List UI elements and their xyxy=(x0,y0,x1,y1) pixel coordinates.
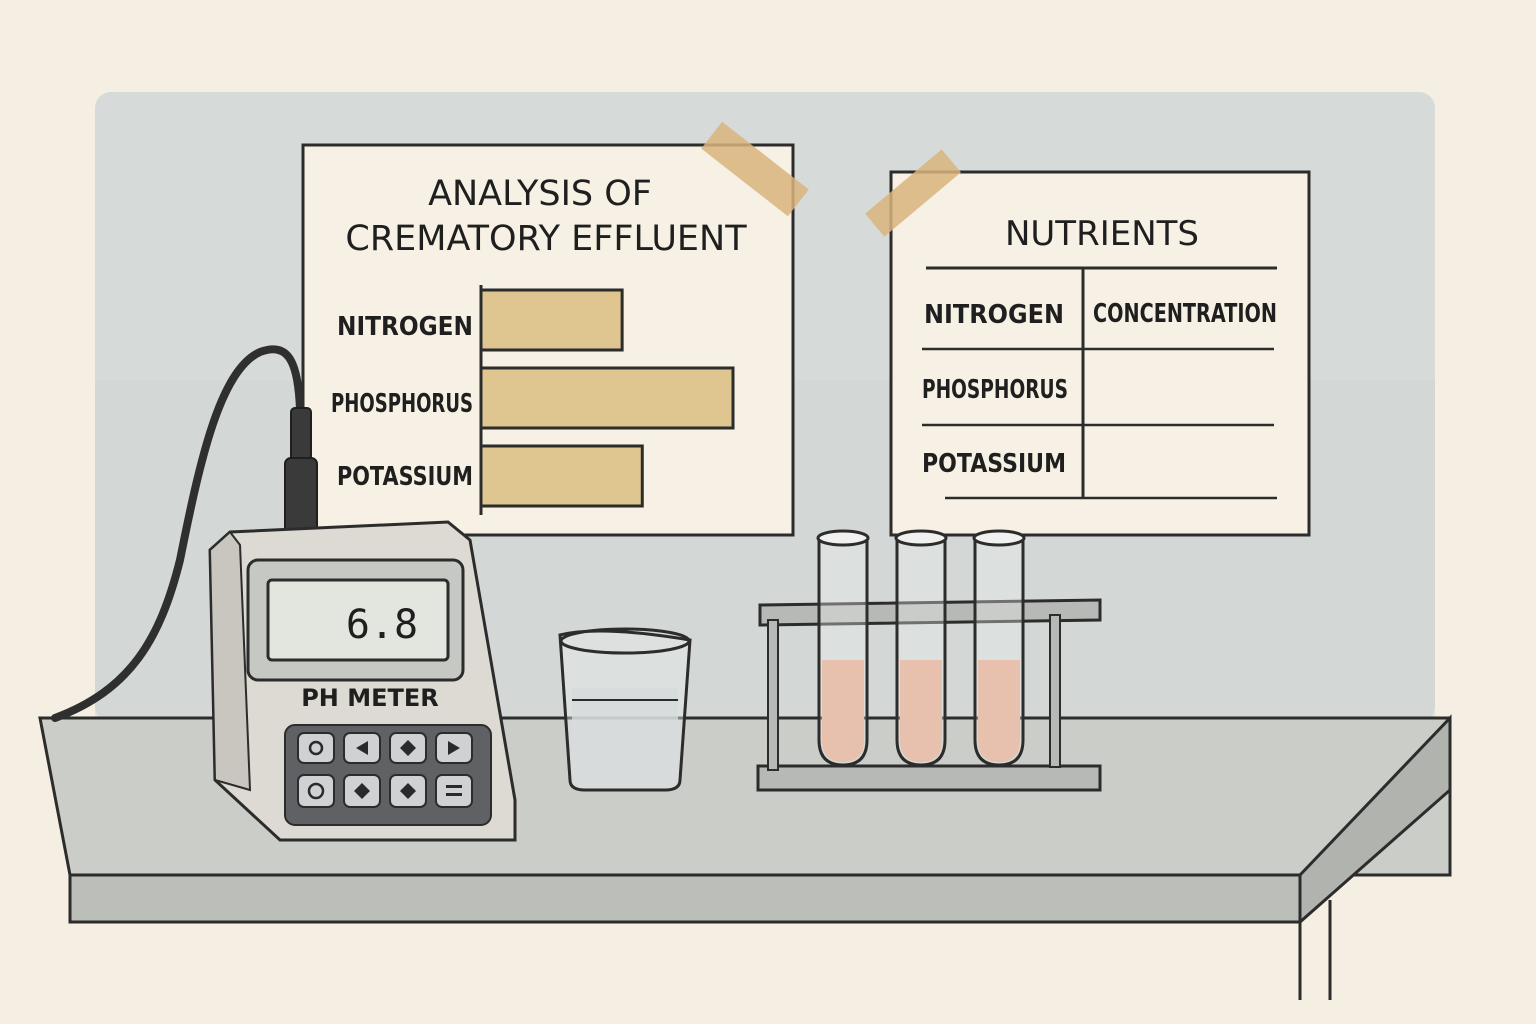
diamond-icon xyxy=(400,740,416,756)
test-tube-rack xyxy=(756,529,1102,792)
power-key[interactable] xyxy=(297,732,335,764)
table-header-concentration: CONCENTRATION xyxy=(1093,299,1277,329)
test-tube xyxy=(816,529,870,767)
poster-title-line2: CREMATORY EFFLUENT xyxy=(345,219,747,259)
analysis-poster: ANALYSIS OF CREMATORY EFFLUENT NITROGEN P… xyxy=(301,121,809,537)
cycle-key[interactable] xyxy=(297,774,335,808)
test-tube xyxy=(972,529,1026,767)
beaker xyxy=(558,627,692,792)
bar-label-phosphorus: PHOSPHORUS xyxy=(331,389,473,419)
equals-key[interactable] xyxy=(435,774,473,808)
nutrients-poster: NUTRIENTS NITROGEN CONCENTRATION PHOSPHO… xyxy=(865,149,1311,537)
equals-icon xyxy=(446,785,462,788)
table-header-nutrient: NITROGEN xyxy=(924,300,1064,330)
bar-chart: NITROGEN PHOSPHORUS POTASSIUM xyxy=(331,288,735,508)
nutrients-title: NUTRIENTS xyxy=(1005,214,1199,254)
diamond-icon xyxy=(354,783,370,799)
table-row-potassium: POTASSIUM xyxy=(922,449,1066,479)
poster-title-line1: ANALYSIS OF xyxy=(428,174,652,214)
power-icon xyxy=(308,740,324,756)
bar-label-nitrogen: NITROGEN xyxy=(337,312,473,342)
diamond-icon xyxy=(400,783,416,799)
tube-liquid xyxy=(822,660,864,762)
tape-strip xyxy=(701,121,809,217)
bar-label-potassium: POTASSIUM xyxy=(337,462,473,492)
left-arrow-icon xyxy=(356,741,368,755)
tube-liquid xyxy=(900,660,942,762)
test-tube xyxy=(894,529,948,767)
ph-display xyxy=(266,578,450,662)
table-row-phosphorus: PHOSPHORUS xyxy=(922,375,1068,405)
bar-potassium xyxy=(479,444,644,508)
probe xyxy=(290,407,312,464)
ph-reading: 6.8 xyxy=(346,602,418,648)
right-arrow-icon xyxy=(448,741,460,755)
ph-meter: 6.8 PH METER xyxy=(51,345,517,842)
tube-liquid xyxy=(978,660,1020,762)
ph-meter-label: PH METER xyxy=(301,684,439,712)
bar-phosphorus xyxy=(479,366,735,430)
bar-nitrogen xyxy=(479,288,624,352)
cycle-icon xyxy=(307,782,325,800)
tape-strip xyxy=(865,149,961,237)
